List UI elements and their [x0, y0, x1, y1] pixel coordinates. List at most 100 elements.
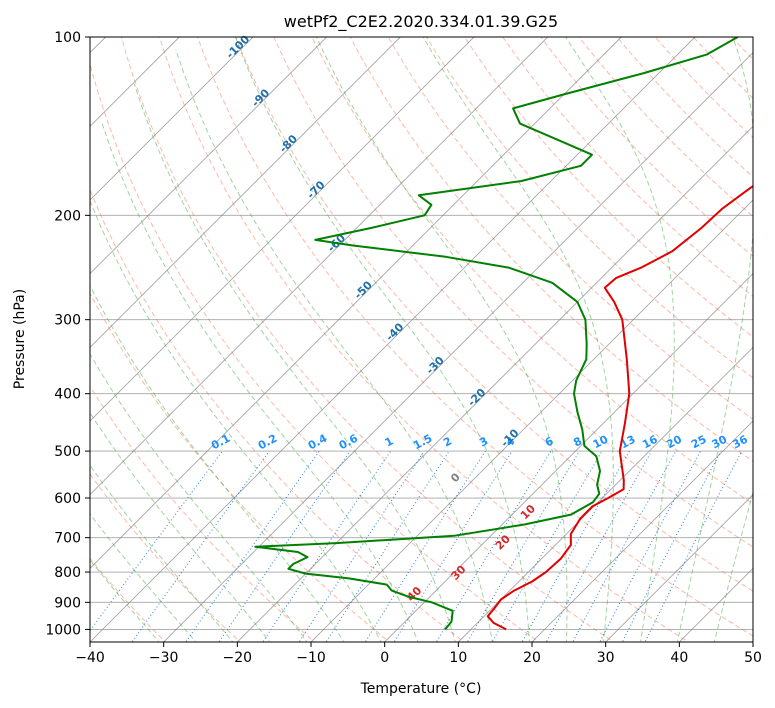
x-tick-label: −10 — [296, 650, 326, 666]
y-tick-label: 400 — [54, 387, 81, 403]
isotherm-line — [90, 37, 548, 496]
moist-adiabat-line — [90, 284, 345, 642]
y-tick-label: 700 — [54, 531, 81, 547]
x-tick-label: 10 — [449, 650, 467, 666]
mixing-ratio-line — [644, 450, 743, 642]
mixing-ratio-label: 0.2 — [256, 432, 279, 453]
dry-adiabat-line — [90, 385, 316, 642]
y-tick-label: 300 — [54, 313, 81, 329]
isotherm-line — [531, 420, 753, 642]
dry-adiabat-line — [158, 37, 690, 642]
moist-adiabat-label: 20 — [493, 532, 513, 552]
dry-adiabat-line — [730, 37, 753, 60]
dry-adiabat-line — [235, 37, 753, 592]
mixing-ratio-line — [298, 450, 425, 642]
moist-adiabat-label: 30 — [449, 562, 469, 582]
mixing-ratio-line — [131, 450, 270, 642]
dry-adiabat-label: -10 — [498, 426, 521, 449]
dry-adiabat-line — [197, 37, 753, 637]
x-tick-label: 20 — [523, 650, 541, 666]
mixing-ratio-line — [435, 450, 552, 642]
x-tick-label: −40 — [75, 650, 105, 666]
moist-adiabat-line — [422, 37, 614, 642]
mixing-ratio-label: 16 — [640, 433, 660, 452]
dry-adiabat-label: -30 — [424, 354, 447, 377]
plot-frame — [89, 36, 754, 643]
isotherm-line — [237, 125, 753, 642]
moist-adiabat-line — [315, 37, 568, 642]
dry-adiabat-line — [349, 37, 753, 462]
dry-adiabat-label: -40 — [383, 320, 406, 343]
dry-adiabat-line — [540, 37, 753, 257]
isotherm-line — [90, 37, 401, 348]
mixing-ratio-line — [393, 450, 513, 642]
dry-adiabat-line — [757, 24, 775, 645]
mixing-ratio-label: 1.5 — [411, 432, 434, 453]
x-tick-label: 0 — [380, 650, 389, 666]
isotherm-line — [752, 641, 753, 642]
isotherm-line — [310, 199, 753, 642]
x-tick-label: 40 — [670, 650, 688, 666]
temperature-line — [486, 184, 753, 631]
mixing-ratio-label: 30 — [710, 433, 730, 452]
mixing-ratio-label: 25 — [689, 433, 709, 452]
mixing-ratio-line — [621, 450, 722, 642]
mixing-ratio-line — [491, 450, 603, 642]
y-tick-label: 900 — [54, 595, 81, 611]
dry-adiabat-line — [463, 37, 753, 338]
moist-adiabat-label: 40 — [404, 584, 424, 604]
axis-ticks: −40 −30 −20 −10 0 10 20 30 40 5010020030040050060… — [45, 30, 762, 666]
dry-adiabat-line — [578, 37, 753, 218]
mixing-ratio-label: 3 — [477, 434, 490, 449]
y-tick-label: 500 — [54, 444, 81, 460]
isotherm-line — [384, 273, 753, 642]
moist-adiabat-line — [133, 83, 456, 642]
background-lines — [90, 24, 775, 645]
x-axis-label: Temperature (°C) — [360, 681, 482, 697]
moist-adiabat-line — [713, 490, 753, 642]
isotherm-line — [458, 346, 753, 642]
dry-adiabat-line — [387, 37, 753, 420]
mixing-ratio-line — [185, 450, 320, 642]
mixing-ratio-line — [466, 450, 580, 642]
mixing-ratio-label: 2 — [441, 434, 454, 449]
isotherm-line — [605, 494, 753, 642]
y-axis-label: Pressure (hPa) — [12, 289, 28, 389]
moist-adiabat-label: 10 — [518, 502, 538, 522]
x-tick-label: 30 — [597, 650, 615, 666]
dry-adiabat-label: -70 — [304, 178, 327, 201]
mixing-ratio-label: 6 — [543, 434, 556, 449]
mixing-ratio-label: 0.4 — [306, 432, 330, 453]
mixing-ratio-line — [325, 450, 450, 642]
dry-adiabat-line — [120, 37, 615, 642]
y-tick-label: 800 — [54, 565, 81, 581]
mixing-ratio-label: 36 — [730, 433, 750, 452]
isotherm-line — [90, 37, 327, 275]
moist-adiabat-line — [90, 411, 271, 642]
dry-adiabat-line — [311, 37, 753, 505]
isotherm-line — [90, 37, 622, 569]
profile-lines — [254, 37, 753, 631]
isotherm-line — [90, 37, 475, 422]
dry-adiabat-line — [692, 37, 753, 99]
moist-adiabat-label: 0 — [448, 470, 463, 485]
isotherm-line — [679, 567, 753, 642]
mixing-ratio-line — [599, 450, 701, 642]
isotherm-line — [90, 37, 254, 201]
mixing-ratio-line — [364, 450, 486, 642]
mixing-ratio-label: 20 — [664, 432, 684, 451]
dry-adiabat-line — [90, 473, 241, 642]
y-tick-label: 600 — [54, 491, 81, 507]
dewpoint-line — [254, 37, 739, 631]
dry-adiabat-line — [90, 62, 540, 642]
dry-adiabat-line — [502, 37, 753, 298]
isotherm-line — [163, 52, 753, 642]
mixing-ratio-label: 1 — [383, 434, 396, 449]
mixing-ratio-label: 10 — [591, 432, 611, 451]
mixing-ratio-line — [218, 450, 351, 642]
isotherm-line — [90, 37, 696, 642]
x-tick-label: −20 — [223, 650, 253, 666]
dry-adiabat-label: -90 — [249, 86, 272, 109]
y-tick-label: 1000 — [45, 622, 81, 638]
